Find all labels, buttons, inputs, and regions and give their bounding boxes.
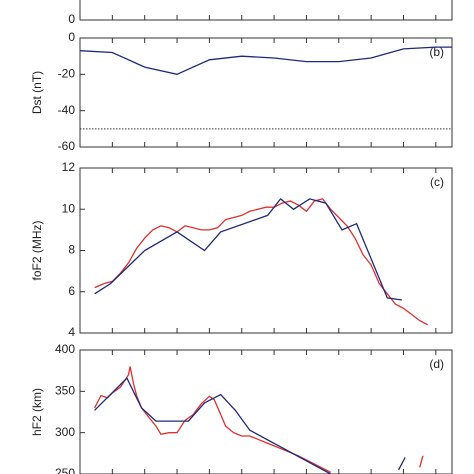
series-line [94,197,402,301]
panel-label: (b) [429,45,444,59]
y-tick-label: 250 [55,466,75,474]
axes-frame [79,349,453,474]
y-tick-label: 6 [68,284,75,298]
y-tick-label: 300 [55,425,75,439]
y-axis-label: Dst (nT) [30,71,44,114]
series-line [79,46,452,75]
y-tick-label: 400 [55,342,75,356]
axes-frame [79,0,453,21]
panel-label: (d) [429,357,444,371]
y-tick-label: 0 [68,30,75,44]
series-line [94,376,406,474]
y-tick-label: -20 [58,67,76,81]
series-line [94,198,429,326]
panel-label: (c) [430,175,444,189]
y-tick-label: 12 [62,160,76,174]
y-tick-label: 10 [62,201,76,215]
y-tick-label: 8 [68,243,75,257]
series-line [94,366,424,473]
y-tick-label: 4 [68,325,75,339]
y-tick-label: 350 [55,384,75,398]
y-tick-label: 0 [68,12,75,26]
y-axis-label: hF2 (km) [30,388,44,436]
y-tick-label: -60 [58,139,76,153]
y-axis-label: foF2 (MHz) [30,220,44,280]
y-tick-label: -40 [58,103,76,117]
axes-frame [79,37,453,148]
